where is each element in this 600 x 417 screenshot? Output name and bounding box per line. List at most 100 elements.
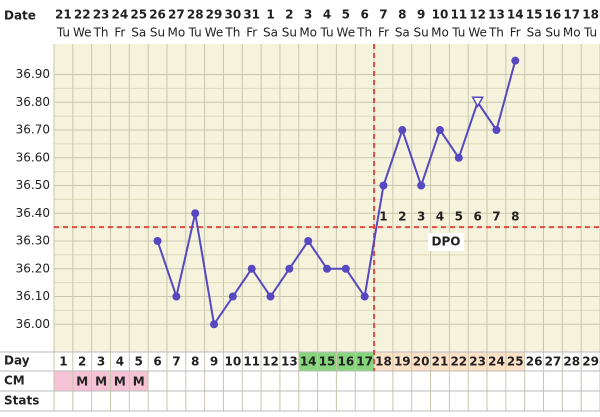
weekday-label: Sa xyxy=(263,26,278,40)
dpo-number: 7 xyxy=(492,210,500,224)
date-label: 7 xyxy=(379,8,387,22)
cm-cell xyxy=(91,371,111,391)
weekday-label: Tu xyxy=(451,26,465,40)
weekday-label: Su xyxy=(150,26,165,40)
day-number: 24 xyxy=(488,355,505,369)
day-number: 18 xyxy=(375,355,392,369)
cm-value: M xyxy=(95,375,107,389)
day-number: 27 xyxy=(545,355,562,369)
cm-cell xyxy=(54,371,73,391)
day-cell xyxy=(298,352,318,371)
day-cell xyxy=(487,352,506,371)
day-cell xyxy=(355,352,375,371)
day-number: 21 xyxy=(432,355,449,369)
date-label: 18 xyxy=(582,8,599,22)
date-label: 17 xyxy=(563,8,580,22)
day-number: 22 xyxy=(450,355,467,369)
cm-value: M xyxy=(114,375,126,389)
y-tick-label: 36.60 xyxy=(16,150,50,164)
y-tick-label: 36.30 xyxy=(16,234,50,248)
y-tick-label: 36.40 xyxy=(16,206,50,220)
day-number: 7 xyxy=(172,355,180,369)
weekday-label: Th xyxy=(356,26,372,40)
day-number: 25 xyxy=(507,355,524,369)
stats-row-label: Stats xyxy=(4,394,39,408)
weekday-label: Th xyxy=(224,26,240,40)
date-label: 25 xyxy=(130,8,147,22)
date-label: Date xyxy=(4,9,36,23)
date-label: 9 xyxy=(417,8,425,22)
temperature-point xyxy=(304,237,313,246)
temperature-point xyxy=(360,292,369,301)
date-label: 3 xyxy=(304,8,312,22)
date-label: 27 xyxy=(168,8,185,22)
temperature-point xyxy=(379,181,388,190)
day-number: 19 xyxy=(394,355,411,369)
dpo-number: 3 xyxy=(417,210,425,224)
temperature-point xyxy=(285,264,294,273)
weekday-label: Fr xyxy=(246,26,257,40)
day-number: 10 xyxy=(225,355,242,369)
weekday-label: Tu xyxy=(319,26,333,40)
date-label: 6 xyxy=(360,8,368,22)
temperature-line xyxy=(156,60,517,327)
plot-area xyxy=(54,44,600,352)
date-label: 13 xyxy=(488,8,505,22)
temperature-point xyxy=(435,126,444,135)
y-tick-label: 36.00 xyxy=(16,317,50,331)
temperature-point xyxy=(210,320,219,329)
temperature-point xyxy=(492,126,501,135)
date-label: 29 xyxy=(206,8,223,22)
temperature-point xyxy=(511,56,520,65)
weekday-label: Tu xyxy=(188,26,202,40)
weekday-label: Sa xyxy=(395,26,410,40)
weekday-label: We xyxy=(468,26,487,40)
weekday-label: Su xyxy=(282,26,297,40)
day-number: 5 xyxy=(135,355,143,369)
day-number: 6 xyxy=(153,355,161,369)
day-cell xyxy=(468,352,488,371)
weekday-label: Mo xyxy=(168,26,186,40)
date-label: 4 xyxy=(323,8,331,22)
temperature-point xyxy=(153,237,162,246)
day-number: 3 xyxy=(97,355,105,369)
weekday-label: Tu xyxy=(583,26,597,40)
day-number: 26 xyxy=(526,355,543,369)
date-label: 22 xyxy=(74,8,91,22)
weekday-label: Fr xyxy=(510,26,521,40)
dpo-number: 6 xyxy=(473,210,481,224)
temperature-point xyxy=(228,292,237,301)
dpo-label: DPO xyxy=(432,235,461,249)
dpo-number: 5 xyxy=(455,210,463,224)
temperature-point xyxy=(191,209,200,218)
temperature-point xyxy=(471,96,484,108)
day-cell xyxy=(505,352,525,371)
day-row-label: Day xyxy=(4,354,30,368)
dpo-label-box xyxy=(428,233,464,251)
date-label: 23 xyxy=(93,8,110,22)
cm-cell xyxy=(110,371,130,391)
date-label: 28 xyxy=(187,8,204,22)
weekday-label: Sa xyxy=(131,26,146,40)
day-number: 15 xyxy=(319,355,336,369)
temperature-point xyxy=(323,264,331,273)
weekday-label: Su xyxy=(414,26,429,40)
weekday-label: Su xyxy=(545,26,560,40)
y-tick-label: 36.70 xyxy=(16,123,50,137)
date-label: 2 xyxy=(285,8,293,22)
day-number: 2 xyxy=(78,355,86,369)
date-label: 21 xyxy=(55,8,72,22)
date-label: 14 xyxy=(507,8,524,22)
day-number: 13 xyxy=(281,355,298,369)
weekday-label: Sa xyxy=(527,26,542,40)
day-number: 17 xyxy=(356,355,373,369)
day-cell xyxy=(449,352,469,371)
cm-cell xyxy=(129,371,149,391)
weekday-label: Mo xyxy=(299,26,317,40)
day-cell xyxy=(317,352,337,371)
weekday-label: Tu xyxy=(56,26,70,40)
day-number: 12 xyxy=(262,355,279,369)
date-label: 8 xyxy=(398,8,406,22)
day-number: 20 xyxy=(413,355,430,369)
